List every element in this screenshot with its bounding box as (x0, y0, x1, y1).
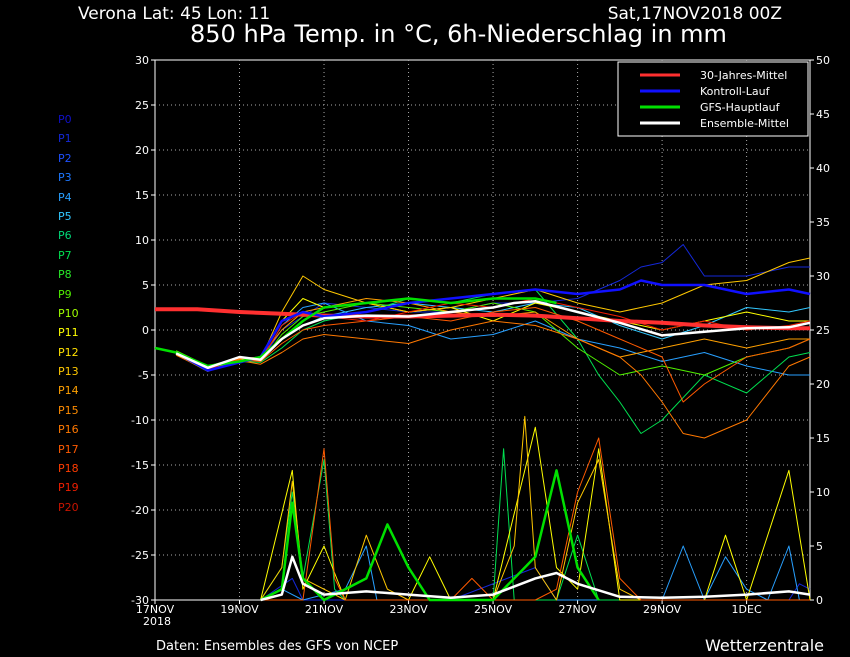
y-left-tick-label: 0 (142, 324, 149, 337)
y-left-tick-label: 15 (135, 189, 149, 202)
temp-series-30-jahres-mittel (155, 307, 810, 331)
legend-label: Ensemble-Mittel (700, 117, 789, 130)
temp-series-p7 (175, 289, 811, 434)
precip-series-p13 (260, 415, 810, 601)
precip-series-gfs-hauptlauf (260, 469, 600, 602)
y-right-tick-label: 40 (816, 162, 830, 175)
temp-series-kontroll-lauf (175, 279, 811, 372)
chart-title: 850 hPa Temp. in °C, 6h-Niederschlag in … (190, 20, 727, 48)
member-label-p15: P15 (58, 403, 79, 417)
temp-series-p16 (175, 320, 811, 439)
member-label-p13: P13 (58, 365, 79, 379)
precip-series-p4 (260, 545, 810, 601)
brand-label: Wetterzentrale (704, 636, 824, 655)
run-time-label: Sat,17NOV2018 00Z (607, 4, 782, 24)
y-left-tick-label: 10 (135, 234, 149, 247)
legend-label: 30-Jahres-Mittel (700, 69, 787, 82)
y-right-tick-label: 5 (816, 540, 823, 553)
member-label-p16: P16 (58, 423, 79, 437)
precip-series-ensemble-mittel (260, 555, 811, 602)
member-label-p17: P17 (58, 442, 79, 456)
x-tick-label: 1DEC (732, 603, 762, 616)
member-label-p3: P3 (58, 171, 72, 185)
y-left-tick-label: 20 (135, 144, 149, 157)
x-tick-label: 21NOV (305, 603, 344, 616)
member-label-p8: P8 (58, 268, 72, 282)
y-right-tick-label: 45 (816, 108, 830, 121)
x-tick-label: 19NOV (220, 603, 259, 616)
x-tick-label: 29NOV (643, 603, 682, 616)
member-label-p1: P1 (58, 132, 72, 146)
member-label-p5: P5 (58, 209, 72, 223)
ensemble-member-list: P0 P1 P2 P3 P4 P5 P6 P7 P8 P9 P10 P11 P12 P13 P14 P15 P1… (58, 110, 79, 517)
y-right-tick-label: 25 (816, 324, 830, 337)
y-right-tick-label: 0 (816, 594, 823, 607)
member-label-p19: P19 (58, 481, 79, 495)
member-label-p9: P9 (58, 287, 72, 301)
x-tick-label: 17NOV (136, 603, 175, 616)
y-right-tick-label: 50 (816, 54, 830, 67)
member-label-p11: P11 (58, 326, 79, 340)
member-label-p18: P18 (58, 462, 79, 476)
member-label-p7: P7 (58, 248, 72, 262)
legend-label: GFS-Hauptlauf (700, 101, 781, 114)
y-left-tick-label: -10 (131, 414, 149, 427)
x-tick-label: 25NOV (474, 603, 513, 616)
y-left-tick-label: -25 (131, 549, 149, 562)
temp-series-ensemble-mittel (175, 299, 811, 370)
y-left-tick-label: 25 (135, 99, 149, 112)
member-label-p0: P0 (58, 113, 72, 126)
y-left-tick-label: -5 (138, 369, 149, 382)
y-right-tick-label: 20 (816, 378, 830, 391)
y-left-tick-label: 5 (142, 279, 149, 292)
member-label-p6: P6 (58, 229, 72, 243)
x-tick-label: 27NOV (558, 603, 597, 616)
member-label-p10: P10 (58, 306, 79, 320)
member-label-p2: P2 (58, 151, 72, 165)
x-year-label: 2018 (143, 615, 171, 628)
y-left-tick-label: -15 (131, 459, 149, 472)
location-label: Verona Lat: 45 Lon: 11 (78, 4, 271, 24)
member-label-p14: P14 (58, 384, 79, 398)
member-label-p12: P12 (58, 345, 79, 359)
precip-series-p11 (260, 426, 811, 601)
x-tick-label: 23NOV (389, 603, 428, 616)
member-label-p4: P4 (58, 190, 72, 204)
member-label-p20: P20 (58, 500, 79, 514)
data-source-label: Daten: Ensembles des GFS von NCEP (156, 639, 399, 654)
legend-label: Kontroll-Lauf (700, 85, 771, 98)
y-left-tick-label: 30 (135, 54, 149, 67)
y-left-tick-label: -20 (131, 504, 149, 517)
y-right-tick-label: 10 (816, 486, 830, 499)
y-left-tick-label: -30 (131, 594, 149, 607)
precip-series-p17 (260, 437, 810, 601)
y-right-tick-label: 30 (816, 270, 830, 283)
y-right-tick-label: 15 (816, 432, 830, 445)
y-right-tick-label: 35 (816, 216, 830, 229)
